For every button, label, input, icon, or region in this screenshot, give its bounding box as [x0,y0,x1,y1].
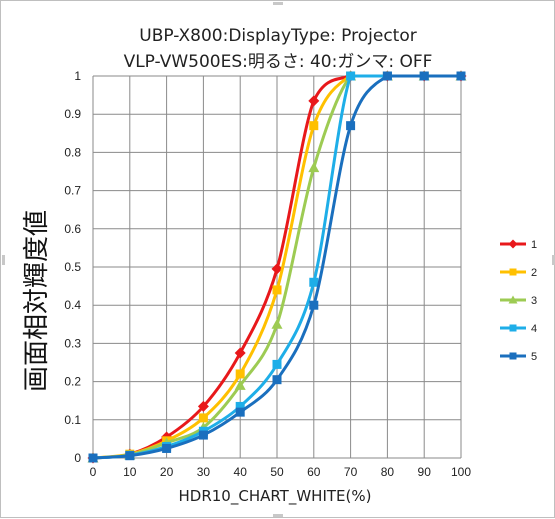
legend-item: 3 [500,295,537,307]
x-tick-label: 60 [307,465,321,479]
y-tick-label: 0.8 [64,145,81,159]
left-resize-handle[interactable] [2,255,5,265]
data-point [419,71,429,81]
data-point [271,263,283,275]
x-tick-label: 10 [123,465,137,479]
data-point [308,162,320,173]
legend-label: 1 [531,239,537,251]
legend-marker [509,324,517,332]
legend-item: 2 [500,267,537,279]
chart-title: UBP-X800:DisplayType: Projector [139,26,417,46]
y-tick-label: 1 [74,69,81,83]
x-tick-label: 20 [160,465,174,479]
x-tick-label: 100 [451,465,471,479]
y-tick-label: 0.6 [64,222,81,236]
series-group [87,70,467,464]
data-point [88,453,98,463]
legend-item: 5 [500,351,537,363]
data-point [125,451,135,461]
data-point [162,443,172,453]
x-tick-label: 80 [381,465,395,479]
data-point [235,401,245,411]
data-point [272,359,282,369]
legend-label: 3 [531,295,537,307]
y-tick-labels: 0 0.1 0.2 0.3 0.4 0.5 0.6 0.7 0.8 0.9 1 [64,69,81,465]
data-point [309,277,319,287]
x-tick-label: 50 [270,465,284,479]
x-axis-title: HDR10_CHART_WHITE(%) [179,487,372,506]
data-point [272,375,282,385]
data-point [272,285,282,295]
data-point [309,121,319,131]
y-tick-label: 0.7 [64,184,81,198]
chart-subtitle: VLP-VW500ES:明るさ: 40:ガンマ: OFF [124,52,433,72]
series-5 [88,71,466,463]
bottom-resize-handle[interactable] [273,514,283,517]
y-tick-label: 0.4 [64,298,81,312]
legend-marker [508,239,518,249]
legend: 1 2 3 4 5 [500,239,537,363]
x-tick-label: 40 [234,465,248,479]
x-tick-labels: 0 10 20 30 40 50 60 70 80 90 100 [90,465,472,479]
legend-marker [509,352,517,360]
y-tick-label: 0.2 [64,375,81,389]
x-tick-label: 30 [197,465,211,479]
x-tick-label: 0 [90,465,97,479]
data-point [198,413,208,423]
x-tick-label: 90 [418,465,432,479]
data-point [382,71,392,81]
data-point [235,369,245,379]
data-point [308,95,320,107]
legend-marker [508,295,518,304]
data-point [309,300,319,310]
data-point [346,121,356,131]
y-tick-label: 0.9 [64,107,81,121]
y-tick-label: 0.5 [64,260,81,274]
legend-label: 2 [531,267,537,279]
data-point [456,71,466,81]
legend-marker [509,268,517,276]
y-axis-title: 画面相対輝度値 [22,210,52,392]
x-tick-label: 70 [344,465,358,479]
top-resize-handle[interactable] [273,2,283,5]
legend-item: 4 [500,323,537,335]
data-point [234,379,246,390]
right-resize-handle[interactable] [552,255,555,265]
data-point [198,430,208,440]
y-tick-label: 0 [74,451,81,465]
y-tick-label: 0.1 [64,413,81,427]
data-point [234,347,246,359]
data-point [346,71,356,81]
legend-label: 5 [531,351,537,363]
legend-item: 1 [500,239,537,251]
data-point [197,400,209,412]
data-point [235,407,245,417]
data-point [271,318,283,329]
y-tick-label: 0.3 [64,336,81,350]
legend-label: 4 [531,323,537,335]
